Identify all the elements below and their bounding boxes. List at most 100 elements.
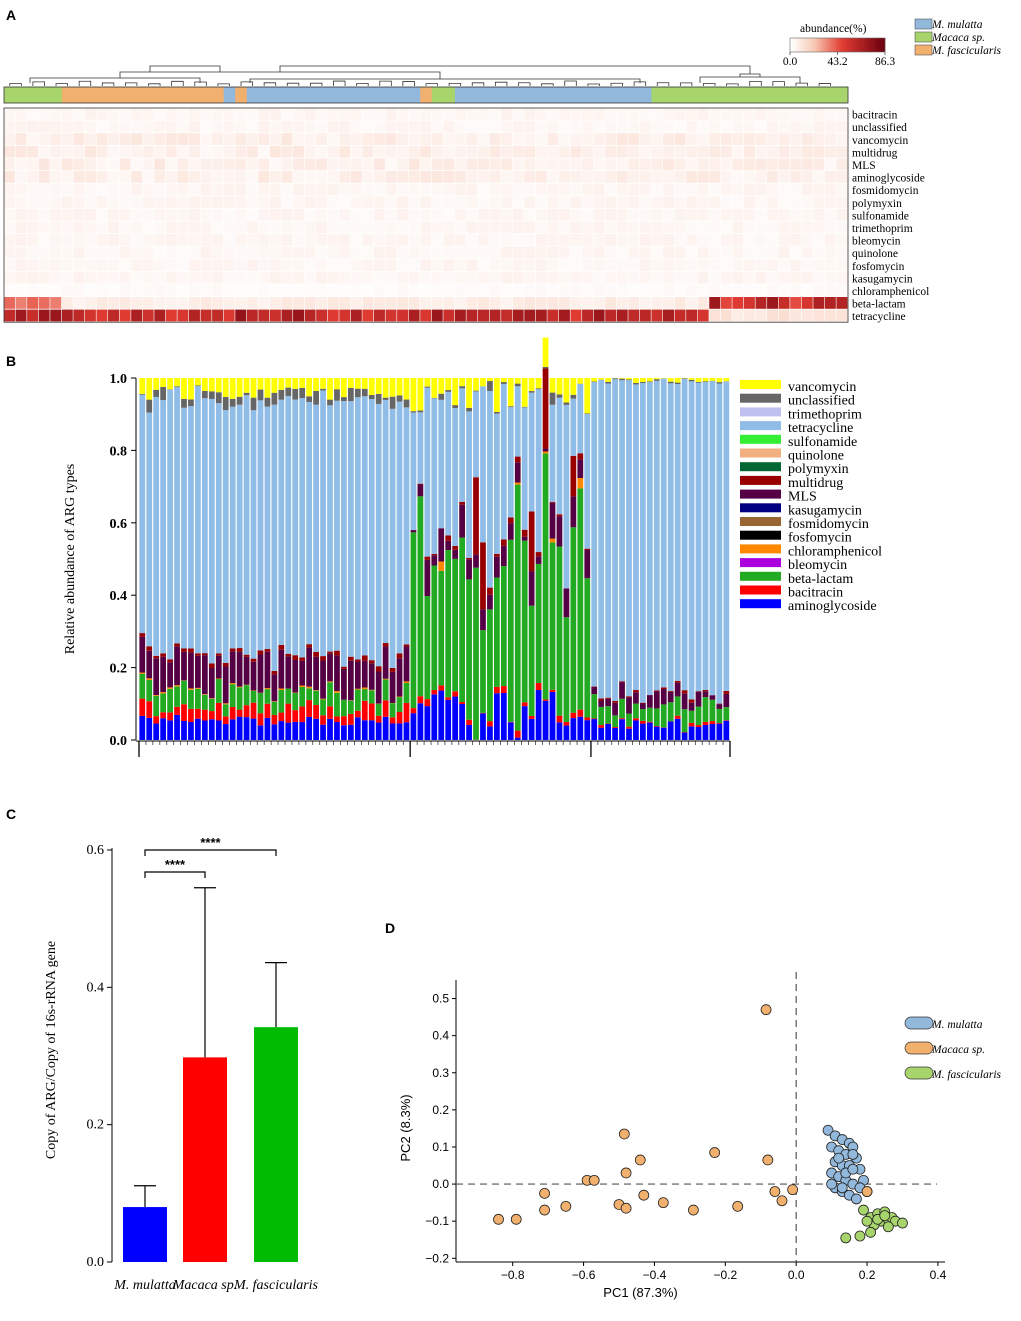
heat-cell-aminoglycoside-72 — [836, 171, 848, 183]
heat-cell-vancomycin-17 — [200, 133, 212, 145]
heat-cell-bleomycin-3 — [38, 234, 50, 246]
d-ytick-label-3: 0.1 — [432, 1140, 449, 1154]
heat-cell-fosmidomycin-43 — [501, 183, 513, 196]
bar-20-vancomycin — [278, 378, 285, 390]
heat-cell-beta-lactam-26 — [304, 297, 316, 309]
bar-2-chloramphenicol — [153, 695, 160, 696]
bar-4-beta-lactam — [167, 688, 173, 713]
heat-cell-chloramphenicol-0 — [4, 284, 15, 297]
heat-cell-beta-lactam-33 — [385, 297, 397, 309]
heat-cell-sulfonamide-60 — [697, 208, 709, 221]
heat-cell-multidrug-47 — [547, 145, 559, 158]
heat-cell-unclassified-51 — [593, 120, 605, 133]
heat-cell-chloramphenicol-67 — [778, 284, 790, 297]
heat-cell-unclassified-9 — [108, 120, 120, 133]
heat-cell-MLS-14 — [165, 158, 177, 171]
bar-32-unclassified — [361, 388, 368, 397]
bar-57-multidrug — [535, 552, 542, 557]
heat-cell-trimethoprim-31 — [362, 221, 374, 234]
heat-cell-unclassified-36 — [420, 120, 432, 133]
heat-cell-fosmidomycin-71 — [824, 183, 836, 196]
heat-cell-bacitracin-21 — [246, 108, 258, 120]
bar-10-beta-lactam — [208, 698, 215, 712]
heat-cell-trimethoprim-57 — [663, 221, 674, 234]
dendro-link — [494, 81, 508, 86]
heat-cell-unclassified-49 — [570, 120, 582, 133]
heat-cell-bacitracin-60 — [697, 108, 709, 120]
heat-cell-bacitracin-68 — [790, 108, 802, 120]
heat-frame — [3, 107, 849, 323]
heat-cell-fosfomycin-16 — [188, 259, 200, 271]
heat-cell-trimethoprim-32 — [373, 221, 385, 234]
bar-49-MLS — [480, 609, 486, 631]
bar-3-tetracycline — [160, 400, 167, 654]
legend-swatch-vancomycin — [740, 380, 781, 389]
heat-cell-bacitracin-38 — [443, 108, 455, 120]
dendro-link — [448, 82, 462, 86]
heat-cell-chloramphenicol-18 — [212, 284, 224, 297]
bar-61-unclassified — [563, 402, 570, 405]
heat-cell-multidrug-69 — [801, 145, 813, 158]
bar-11-MLS — [215, 655, 222, 679]
heat-cell-aminoglycoside-65 — [755, 171, 767, 183]
heatmap-cells — [3, 107, 849, 323]
bar-64-vancomycin — [584, 378, 591, 414]
heat-cell-kasugamycin-70 — [813, 271, 825, 284]
heat-cell-bacitracin-39 — [454, 108, 466, 120]
heat-cell-bleomycin-27 — [316, 234, 328, 246]
row-label-quinolone: quinolone — [852, 248, 898, 260]
bar-72-beta-lactam — [640, 709, 646, 721]
legend-label-unclassified: unclassified — [788, 394, 855, 409]
bar-44-beta-lactam — [445, 550, 452, 698]
heat-cell-sulfonamide-31 — [362, 208, 374, 221]
heat-cell-sulfonamide-51 — [593, 208, 605, 221]
heat-cell-bacitracin-20 — [235, 108, 247, 120]
group-run-2 — [223, 87, 236, 103]
heat-cell-chloramphenicol-56 — [651, 284, 663, 297]
heat-cell-tetracycline-51 — [593, 309, 605, 322]
heat-cell-fosfomycin-45 — [524, 259, 536, 271]
bar-1-bacitracin — [146, 701, 153, 718]
heat-cell-kasugamycin-57 — [663, 271, 674, 284]
bar-42-vancomycin — [431, 378, 438, 398]
bar-54-beta-lactam — [514, 484, 521, 731]
bar-10-tetracycline — [208, 398, 215, 664]
bar-45-unclassified — [452, 405, 459, 409]
heat-cell-sulfonamide-59 — [686, 208, 698, 221]
heat-cell-kasugamycin-6 — [73, 271, 85, 284]
heat-cell-polymyxin-56 — [651, 196, 663, 208]
heat-cell-tetracycline-8 — [96, 309, 108, 322]
bar-28-unclassified — [334, 389, 340, 401]
heat-cell-multidrug-65 — [755, 145, 767, 158]
heat-cell-sulfonamide-12 — [142, 208, 154, 221]
heat-cell-MLS-53 — [616, 158, 628, 171]
bar-50-tetracycline — [487, 390, 493, 588]
heat-cell-fosfomycin-23 — [269, 259, 281, 271]
heat-cell-chloramphenicol-72 — [836, 284, 848, 297]
bar-1-multidrug — [146, 646, 153, 651]
heat-cell-polymyxin-12 — [142, 196, 154, 208]
bar-38-tetracycline — [403, 407, 410, 645]
heat-cell-sulfonamide-3 — [38, 208, 50, 221]
heat-cell-vancomycin-1 — [15, 133, 27, 145]
legend-swatch-unclassified — [740, 393, 781, 403]
heat-cell-fosmidomycin-31 — [362, 183, 374, 196]
b-y-label: Relative abundance of ARG types — [63, 464, 78, 655]
bar-25-beta-lactam — [313, 690, 319, 705]
heat-cell-trimethoprim-41 — [478, 221, 489, 234]
heat-cell-multidrug-3 — [38, 145, 50, 158]
row-label-bacitracin: bacitracin — [852, 110, 898, 122]
heat-cell-beta-lactam-58 — [674, 297, 686, 309]
heat-cell-kasugamycin-38 — [443, 271, 455, 284]
heat-cell-bleomycin-45 — [524, 234, 536, 246]
heat-cell-aminoglycoside-57 — [663, 171, 674, 183]
legend-label-multidrug: multidrug — [788, 476, 843, 491]
heat-cell-multidrug-61 — [709, 145, 721, 158]
heat-cell-multidrug-59 — [686, 145, 698, 158]
heat-cell-unclassified-66 — [767, 120, 779, 133]
bar-15-multidrug — [243, 654, 250, 657]
heat-cell-bacitracin-3 — [38, 108, 50, 120]
heat-cell-sulfonamide-7 — [84, 208, 96, 221]
heat-cell-beta-lactam-36 — [420, 297, 432, 309]
heat-cell-unclassified-46 — [535, 120, 547, 133]
